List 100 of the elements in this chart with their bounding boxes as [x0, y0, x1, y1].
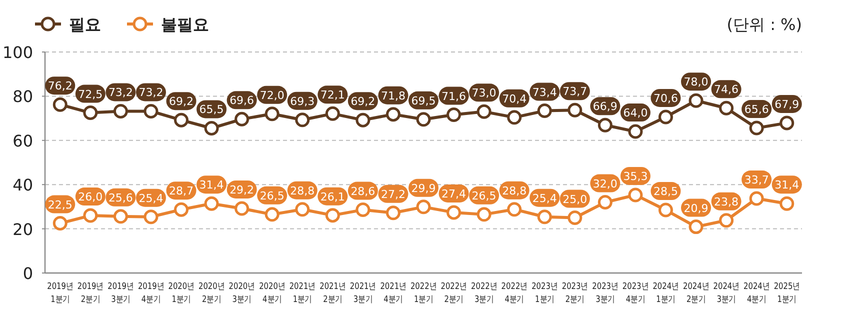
point [446, 205, 462, 220]
data-label: 73,2 [138, 86, 164, 100]
point [446, 108, 462, 122]
data-label: 72,5 [78, 88, 103, 101]
legend-label: 불필요 [161, 15, 209, 34]
x-tick-label: 2020년 3분기 [228, 280, 255, 304]
point [507, 110, 522, 125]
point [386, 206, 400, 220]
point [234, 201, 250, 216]
point [568, 210, 582, 225]
x-tick-label: 2023년 2분기 [562, 280, 588, 304]
data-label: 25,4 [138, 192, 164, 205]
x-tick-label: 2019년 1분기 [47, 280, 74, 304]
x-tick-label: 2023년 4분기 [622, 280, 648, 304]
point [507, 202, 522, 217]
data-label: 72,1 [320, 88, 345, 102]
point [416, 200, 431, 214]
point [537, 104, 552, 118]
x-tick-label: 2022년 1분기 [410, 280, 437, 304]
point [113, 104, 128, 118]
data-label: 31,4 [199, 178, 224, 192]
legend-label: 필요 [69, 15, 101, 34]
point [356, 202, 370, 218]
data-label: 67,9 [774, 98, 800, 111]
point [568, 102, 582, 118]
x-tick-label: 2025년 1분기 [774, 280, 800, 304]
point [628, 124, 643, 139]
data-label: 71,8 [380, 89, 406, 102]
point [325, 208, 340, 223]
point [295, 112, 310, 128]
point [537, 210, 552, 224]
point [174, 202, 189, 217]
data-label: 22,5 [48, 198, 72, 212]
point [52, 216, 68, 231]
point [749, 191, 764, 206]
x-tick-label: 2020년 2분기 [198, 280, 225, 304]
x-tick-label: 2019년 2분기 [77, 280, 104, 304]
point [598, 118, 612, 132]
x-tick-label: 2021년 3분기 [350, 280, 376, 304]
point [688, 220, 704, 234]
x-tick-label: 2022년 2분기 [440, 280, 467, 304]
data-label: 20,9 [684, 202, 708, 215]
data-label: 73,4 [532, 86, 557, 99]
data-label: 27,4 [442, 187, 466, 200]
data-label: 33,7 [744, 174, 769, 187]
data-label: 70,4 [502, 92, 527, 106]
point [719, 100, 734, 116]
data-label: 70,6 [653, 92, 678, 105]
data-label: 73,0 [472, 86, 496, 100]
point [204, 196, 219, 211]
x-tick-label: 2020년 4분기 [259, 280, 286, 304]
x-tick-label: 2021년 2분기 [320, 280, 346, 304]
data-label: 66,9 [592, 100, 618, 114]
data-label: 73,7 [562, 85, 588, 98]
data-label: 69,2 [350, 95, 376, 108]
point [295, 202, 310, 217]
point [83, 106, 98, 120]
y-tick-label: 0 [22, 264, 33, 283]
text: (단위 : %) [726, 15, 802, 34]
data-label: 29,9 [411, 182, 436, 195]
point [780, 196, 794, 211]
x-tick-label: 2019년 3분기 [108, 280, 134, 304]
data-label: 28,8 [502, 184, 527, 198]
x-tick-label: 2023년 1분기 [532, 280, 558, 304]
x-tick-label: 2020년 1분기 [168, 280, 194, 304]
point [476, 104, 492, 119]
x-tick-label: 2024년 4분기 [744, 280, 770, 304]
data-label: 65,5 [199, 103, 224, 116]
data-label: 69,5 [411, 94, 436, 108]
point [144, 210, 158, 224]
data-label: 35,3 [623, 170, 648, 183]
point [688, 93, 704, 108]
point [719, 213, 734, 228]
x-tick-label: 2023년 3분기 [592, 280, 618, 304]
point [113, 209, 128, 224]
point [144, 104, 158, 118]
x-tick-label: 2024년 1분기 [652, 280, 679, 304]
data-label: 28,5 [653, 185, 678, 198]
point [628, 188, 643, 202]
x-tick-label: 2021년 4분기 [380, 280, 406, 304]
data-label: 78,0 [684, 76, 708, 89]
point [416, 112, 431, 127]
y-tick-label: 20 [12, 220, 33, 239]
point [658, 110, 673, 124]
data-label: 65,6 [744, 103, 769, 116]
data-label: 26,0 [78, 190, 103, 204]
data-label: 26,5 [472, 189, 496, 202]
y-tick-label: 80 [12, 87, 33, 106]
y-tick-label: 40 [12, 176, 33, 195]
data-label: 26,1 [320, 190, 345, 204]
data-label: 27,2 [380, 188, 406, 201]
point [598, 195, 612, 210]
data-label: 25,4 [532, 192, 557, 205]
y-tick-label: 60 [12, 131, 33, 150]
data-label: 26,5 [260, 189, 284, 202]
point [780, 116, 794, 130]
point [476, 207, 492, 222]
x-tick-label: 2021년 1분기 [289, 280, 316, 304]
data-label: 69,2 [169, 95, 194, 108]
data-label: 31,4 [774, 178, 800, 192]
